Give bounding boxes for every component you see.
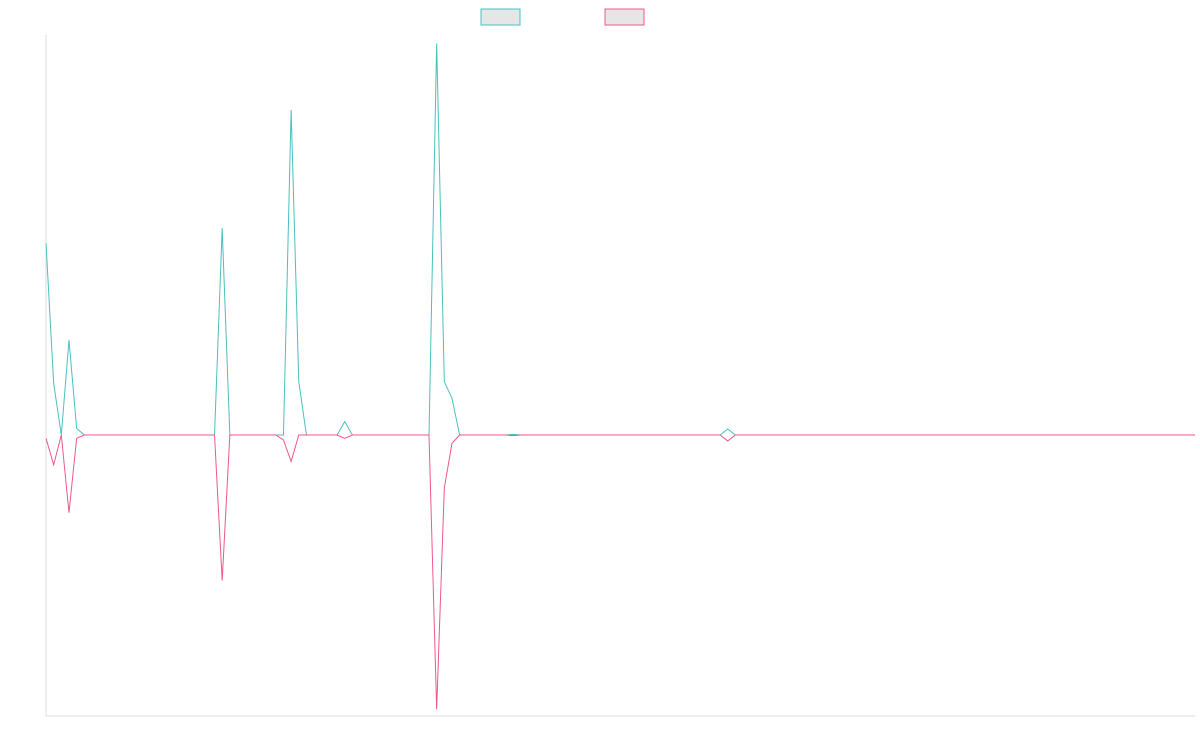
legend-swatch-1[interactable] <box>480 8 521 26</box>
series-line-2 <box>45 434 1195 710</box>
legend <box>480 8 645 26</box>
plot-area <box>45 35 1195 717</box>
series-line-1 <box>45 43 1195 436</box>
series-group <box>45 43 1195 710</box>
legend-swatch-2[interactable] <box>604 8 645 26</box>
